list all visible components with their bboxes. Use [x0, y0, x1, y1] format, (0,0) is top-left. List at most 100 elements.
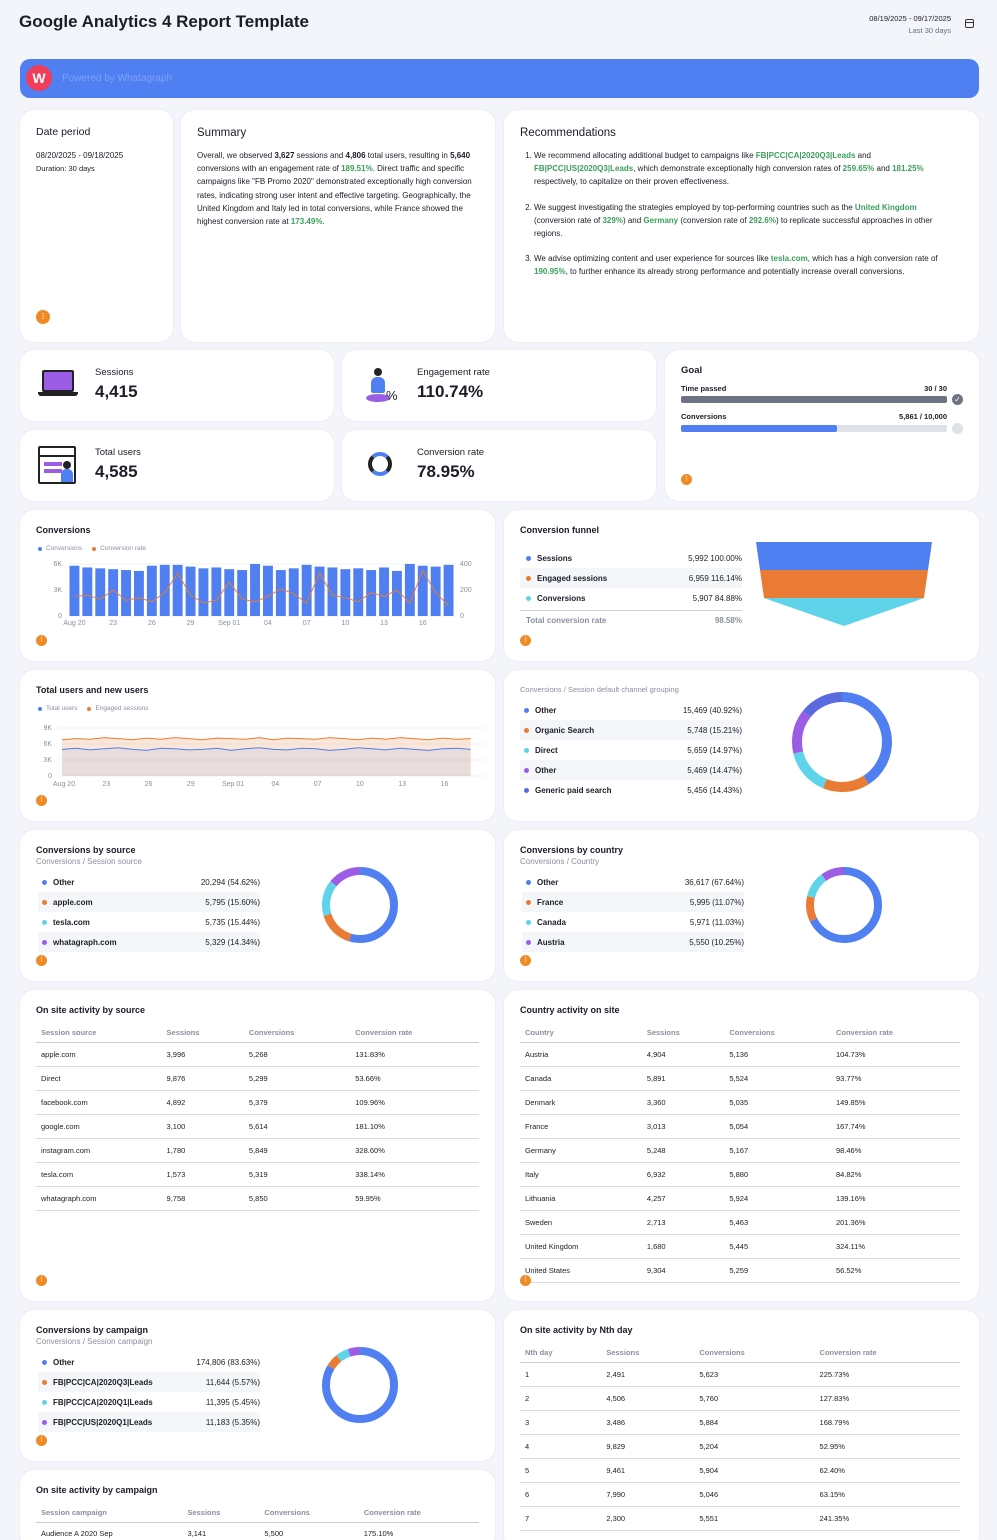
table-row: United States 9,304 5,259 56.52%	[520, 1258, 960, 1283]
bar	[82, 567, 93, 616]
funnel-total-row: Total conversion rate 98.58%	[520, 610, 742, 630]
widget-logo-icon: ⫶	[681, 474, 692, 485]
table-cell: 4,904	[641, 1042, 725, 1067]
table-row: Germany 5,248 5,167 98.46%	[520, 1138, 960, 1163]
table-cell: 3,486	[601, 1410, 695, 1435]
donut-slice	[792, 692, 892, 792]
legend-dot	[526, 879, 531, 885]
item-value: 36,617 (67.64%)	[684, 877, 744, 887]
column-header[interactable]: Session campaign	[36, 1503, 183, 1523]
table-cell: 168.79%	[814, 1410, 960, 1435]
column-header[interactable]: Sessions	[182, 1503, 260, 1523]
by-campaign-subtitle: Conversions / Session campaign	[36, 1337, 153, 1346]
sessions-value: 4,415	[95, 382, 138, 401]
donut-slice	[792, 692, 892, 792]
legend-dot	[524, 707, 529, 713]
table-cell: 5,500	[259, 1522, 359, 1540]
item-label: Canada	[537, 917, 566, 927]
calendar-icon[interactable]	[965, 19, 974, 28]
legend-dot	[524, 767, 529, 773]
time-passed-fill	[681, 396, 947, 403]
date-period-duration: Duration: 30 days	[36, 164, 95, 173]
list-item: FB|PCC|CA|2020Q1|Leads 11,395 (5.45%)	[38, 1392, 260, 1412]
whatagraph-logo: W	[26, 65, 52, 91]
x-tick-label: 16	[441, 781, 449, 788]
campaign-activity-title: On site activity by campaign	[36, 1485, 158, 1495]
column-header[interactable]: Session source	[36, 1023, 162, 1043]
table-cell: 98.46%	[830, 1138, 960, 1163]
table-header-row: Country Sessions Conversions Conversion rat…	[520, 1023, 960, 1043]
table-row: instagram.com 1,780 5,849 328.60%	[36, 1138, 479, 1163]
list-item: FB|PCC|CA|2020Q3|Leads 11,644 (5.57%)	[38, 1372, 260, 1392]
item-value: 5,659 (14.97%)	[687, 745, 742, 755]
table-cell: 5,850	[243, 1186, 351, 1211]
legend-dot	[526, 939, 531, 945]
list-item: France 5,995 (11.07%)	[522, 892, 744, 912]
table-cell: 56.52%	[830, 1258, 960, 1283]
bar	[404, 564, 415, 616]
summary-text: Overall, we observed 3,627 sessions and …	[197, 151, 472, 227]
column-header[interactable]: Sessions	[601, 1343, 695, 1363]
column-header[interactable]: Conversions	[724, 1023, 831, 1043]
table-cell: 5,904	[694, 1458, 815, 1483]
table-cell: 5,299	[243, 1066, 351, 1091]
goal-title: Goal	[681, 365, 703, 376]
channel-card: Conversions / Session default channel gr…	[504, 670, 979, 821]
table-cell: Lithuania	[520, 1186, 642, 1211]
y-tick-label: 3K	[43, 757, 52, 764]
funnel-segment-engaged	[760, 570, 928, 598]
item-value: 11,395 (5.45%)	[205, 1397, 260, 1407]
column-header[interactable]: Conversions	[243, 1023, 351, 1043]
table-cell: 5,054	[724, 1114, 831, 1139]
table-row: tesla.com 1,573 5,319 338.14%	[36, 1162, 479, 1187]
column-header[interactable]: Conversions	[694, 1343, 815, 1363]
column-header[interactable]: Conversion rate	[814, 1343, 960, 1363]
engagement-label: Engagement rate	[417, 367, 490, 378]
goal-card: Goal Time passed 30 / 30 ✓ Conversions 5…	[665, 350, 979, 501]
legend-dot	[526, 899, 531, 905]
table-cell: google.com	[36, 1114, 162, 1139]
widget-logo-icon: ⫶	[520, 1275, 531, 1286]
column-header[interactable]: Conversion rate	[830, 1023, 960, 1043]
list-item: Other 20,294 (54.62%)	[38, 872, 260, 892]
table-cell: 201.36%	[830, 1210, 960, 1235]
column-header[interactable]: Sessions	[161, 1023, 244, 1043]
table-cell: 53.66%	[350, 1066, 479, 1091]
table-row: apple.com 3,996 5,268 131.83%	[36, 1042, 479, 1067]
nth-day-card: On site activity by Nth day Nth day Sessi…	[504, 1310, 979, 1540]
table-cell: 225.73%	[814, 1362, 960, 1387]
legend-dot	[526, 595, 531, 601]
column-header[interactable]: Conversions	[259, 1503, 359, 1523]
x-tick-label: Aug 20	[63, 620, 85, 627]
by-campaign-donut-chart	[322, 1347, 398, 1423]
table-cell: 6,932	[641, 1162, 725, 1187]
table-cell: 3,100	[161, 1114, 244, 1139]
pending-icon	[952, 423, 963, 434]
column-header[interactable]: Conversion rate	[350, 1023, 479, 1043]
funnel-segment-conversions	[764, 598, 924, 626]
x-tick-label: Sep 01	[222, 781, 244, 788]
table-cell: 5,524	[724, 1066, 831, 1091]
country-activity-card: Country activity on site Country Sessions…	[504, 990, 979, 1301]
donut-slice	[322, 1347, 398, 1423]
table-cell: 5,623	[694, 1362, 815, 1387]
legend-item: Conversions	[38, 545, 82, 552]
table-cell: 5,880	[724, 1162, 831, 1187]
by-source-table: Other 20,294 (54.62%) apple.com 5,795 (15.6…	[38, 872, 260, 952]
table-row: whatagraph.com 9,758 5,850 59.95%	[36, 1186, 479, 1211]
item-label: Other	[535, 705, 557, 715]
table-cell: 5,551	[694, 1506, 815, 1531]
column-header[interactable]: Conversion rate	[358, 1503, 479, 1523]
powered-banner[interactable]: W Powered by Whatagraph	[20, 59, 979, 98]
donut-slice	[322, 867, 398, 943]
item-label: Austria	[537, 937, 565, 947]
column-header[interactable]: Country	[520, 1023, 642, 1043]
table-row: Canada 5,891 5,524 93.77%	[520, 1066, 960, 1091]
source-activity-title: On site activity by source	[36, 1005, 146, 1015]
list-item: Other 5,469 (14.47%)	[520, 760, 742, 780]
item-value: 5,748 (15.21%)	[687, 725, 742, 735]
column-header[interactable]: Nth day	[520, 1343, 602, 1363]
column-header[interactable]: Sessions	[641, 1023, 725, 1043]
table-row: 3 3,486 5,884 168.79%	[520, 1410, 960, 1435]
conversion-kpi-card: Conversion rate 78.95%	[342, 430, 656, 501]
